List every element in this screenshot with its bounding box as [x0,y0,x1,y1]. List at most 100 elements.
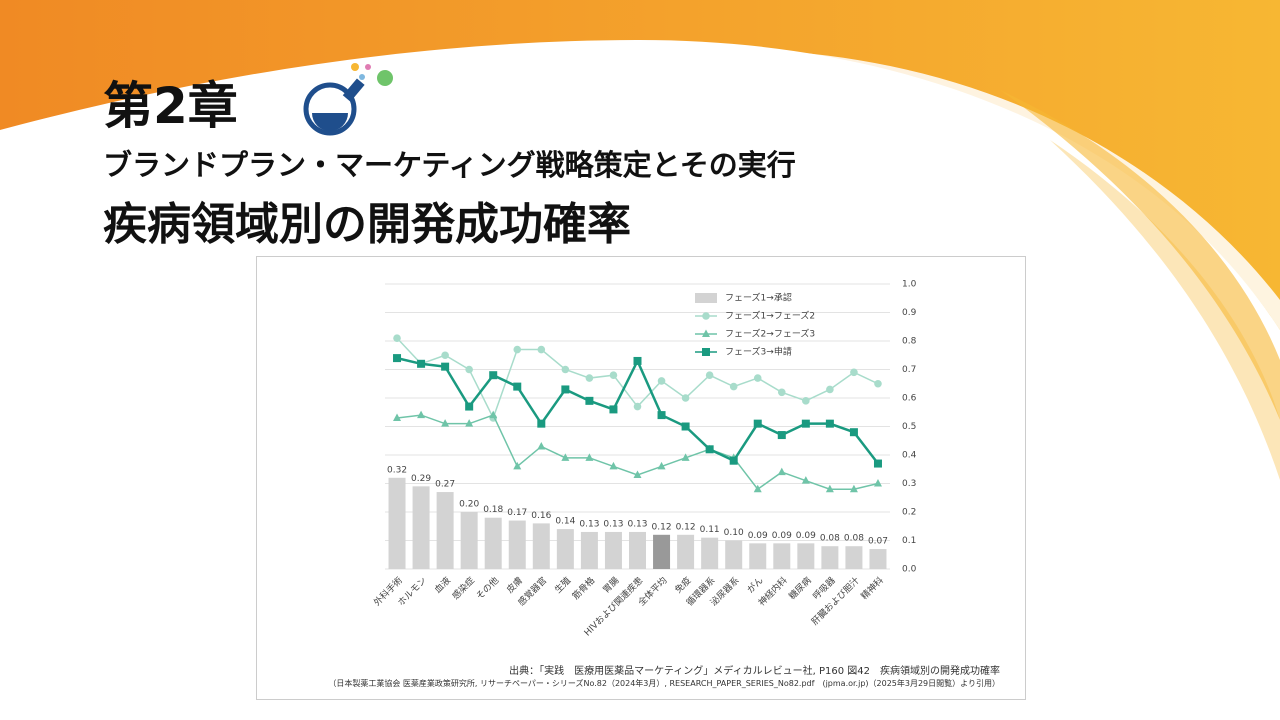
marker [681,422,690,431]
x-tick-label: 血液 [432,574,453,595]
bar-value-label: 0.29 [411,474,431,484]
bar [604,531,622,569]
marker [753,374,762,382]
bar [508,520,526,569]
marker [777,467,786,476]
x-tick-label: 免疫 [672,574,693,595]
bar [388,477,406,569]
marker [657,461,666,470]
legend-marker [702,329,710,337]
marker [705,371,714,380]
bar [653,534,671,569]
bar-value-label: 0.32 [387,465,407,475]
y-tick-label: 0.7 [902,365,916,375]
bar-value-label: 0.08 [820,534,840,544]
x-tick-label: 筋骨格 [570,574,598,602]
marker [777,388,786,397]
marker [441,351,449,360]
marker [585,453,594,461]
x-tick-label: 精神科 [858,574,886,602]
marker [729,456,738,465]
bar [821,546,839,569]
x-tick-label: 感染症 [449,574,477,602]
y-tick-label: 0.3 [902,479,916,489]
marker [633,470,642,478]
marker [441,419,450,427]
y-tick-label: 0.8 [902,337,917,347]
x-tick-label: 生殖 [552,574,573,595]
marker [609,461,618,470]
bar-value-label: 0.07 [868,537,888,547]
marker [633,356,642,365]
bar [460,512,478,569]
bar [580,531,598,569]
bar [677,534,695,569]
y-tick-label: 0.0 [902,565,917,575]
marker [633,402,642,411]
marker [849,484,858,493]
marker [561,385,570,394]
marker [537,441,546,450]
chapter: 第2章 [103,77,238,135]
bar-value-label: 0.08 [844,534,864,544]
y-tick-label: 0.4 [902,451,917,461]
bar [556,529,574,569]
source: 出典：「実践 医療用医薬品マーケティング」メディカルレビュー社, P160 図4… [509,666,1000,677]
marker [753,484,762,493]
bar [484,517,502,569]
marker [609,405,618,414]
marker [729,382,738,391]
marker [465,419,474,427]
x-tick-label: 糖尿病 [786,574,814,602]
marker [537,419,546,428]
bar-value-label: 0.14 [555,517,575,527]
marker [609,371,618,380]
marker [537,345,546,354]
bar-value-label: 0.16 [531,511,551,521]
legend-label: フェーズ3→申請 [725,346,792,358]
bar-value-label: 0.18 [483,505,503,515]
marker [393,413,402,421]
marker [657,377,666,385]
bar-value-label: 0.13 [579,519,599,529]
legend-marker [702,312,710,320]
bar [436,492,454,569]
marker [801,419,810,428]
marker [489,410,498,419]
marker [513,345,522,354]
marker [585,396,594,405]
bar-value-label: 0.11 [700,525,720,535]
y-tick-label: 1.0 [902,280,917,290]
bar [869,549,887,569]
marker [681,453,690,461]
bar-value-label: 0.10 [724,528,744,538]
marker [849,428,858,437]
x-tick-label: その他 [474,574,502,602]
x-tick-label: がん [744,574,765,595]
bar-value-label: 0.17 [507,508,527,518]
bar-value-label: 0.12 [652,522,672,532]
legend-marker [702,348,710,356]
bar [532,523,550,569]
x-tick-label: 胃腸 [601,575,622,596]
marker [513,382,522,391]
source-note: （日本製薬工業協会 医薬産業政策研究所, リサーチペーパー・シリーズNo.82（… [328,679,1000,688]
bar-value-label: 0.09 [796,531,816,541]
marker [681,394,690,402]
marker [802,397,810,405]
marker [561,365,570,374]
bar [773,543,791,569]
marker [705,445,714,454]
bar [412,486,430,569]
title: 疾病領域別の開発成功確率 [103,199,631,250]
marker [801,476,810,484]
bar [797,543,815,569]
y-tick-label: 0.9 [902,308,917,318]
x-tick-label: 皮膚 [504,574,525,595]
legend-label: フェーズ1→フェーズ2 [725,310,815,322]
marker [393,334,401,342]
bar-value-label: 0.13 [627,519,647,529]
y-tick-label: 0.5 [902,422,916,432]
y-tick-label: 0.1 [902,536,916,546]
